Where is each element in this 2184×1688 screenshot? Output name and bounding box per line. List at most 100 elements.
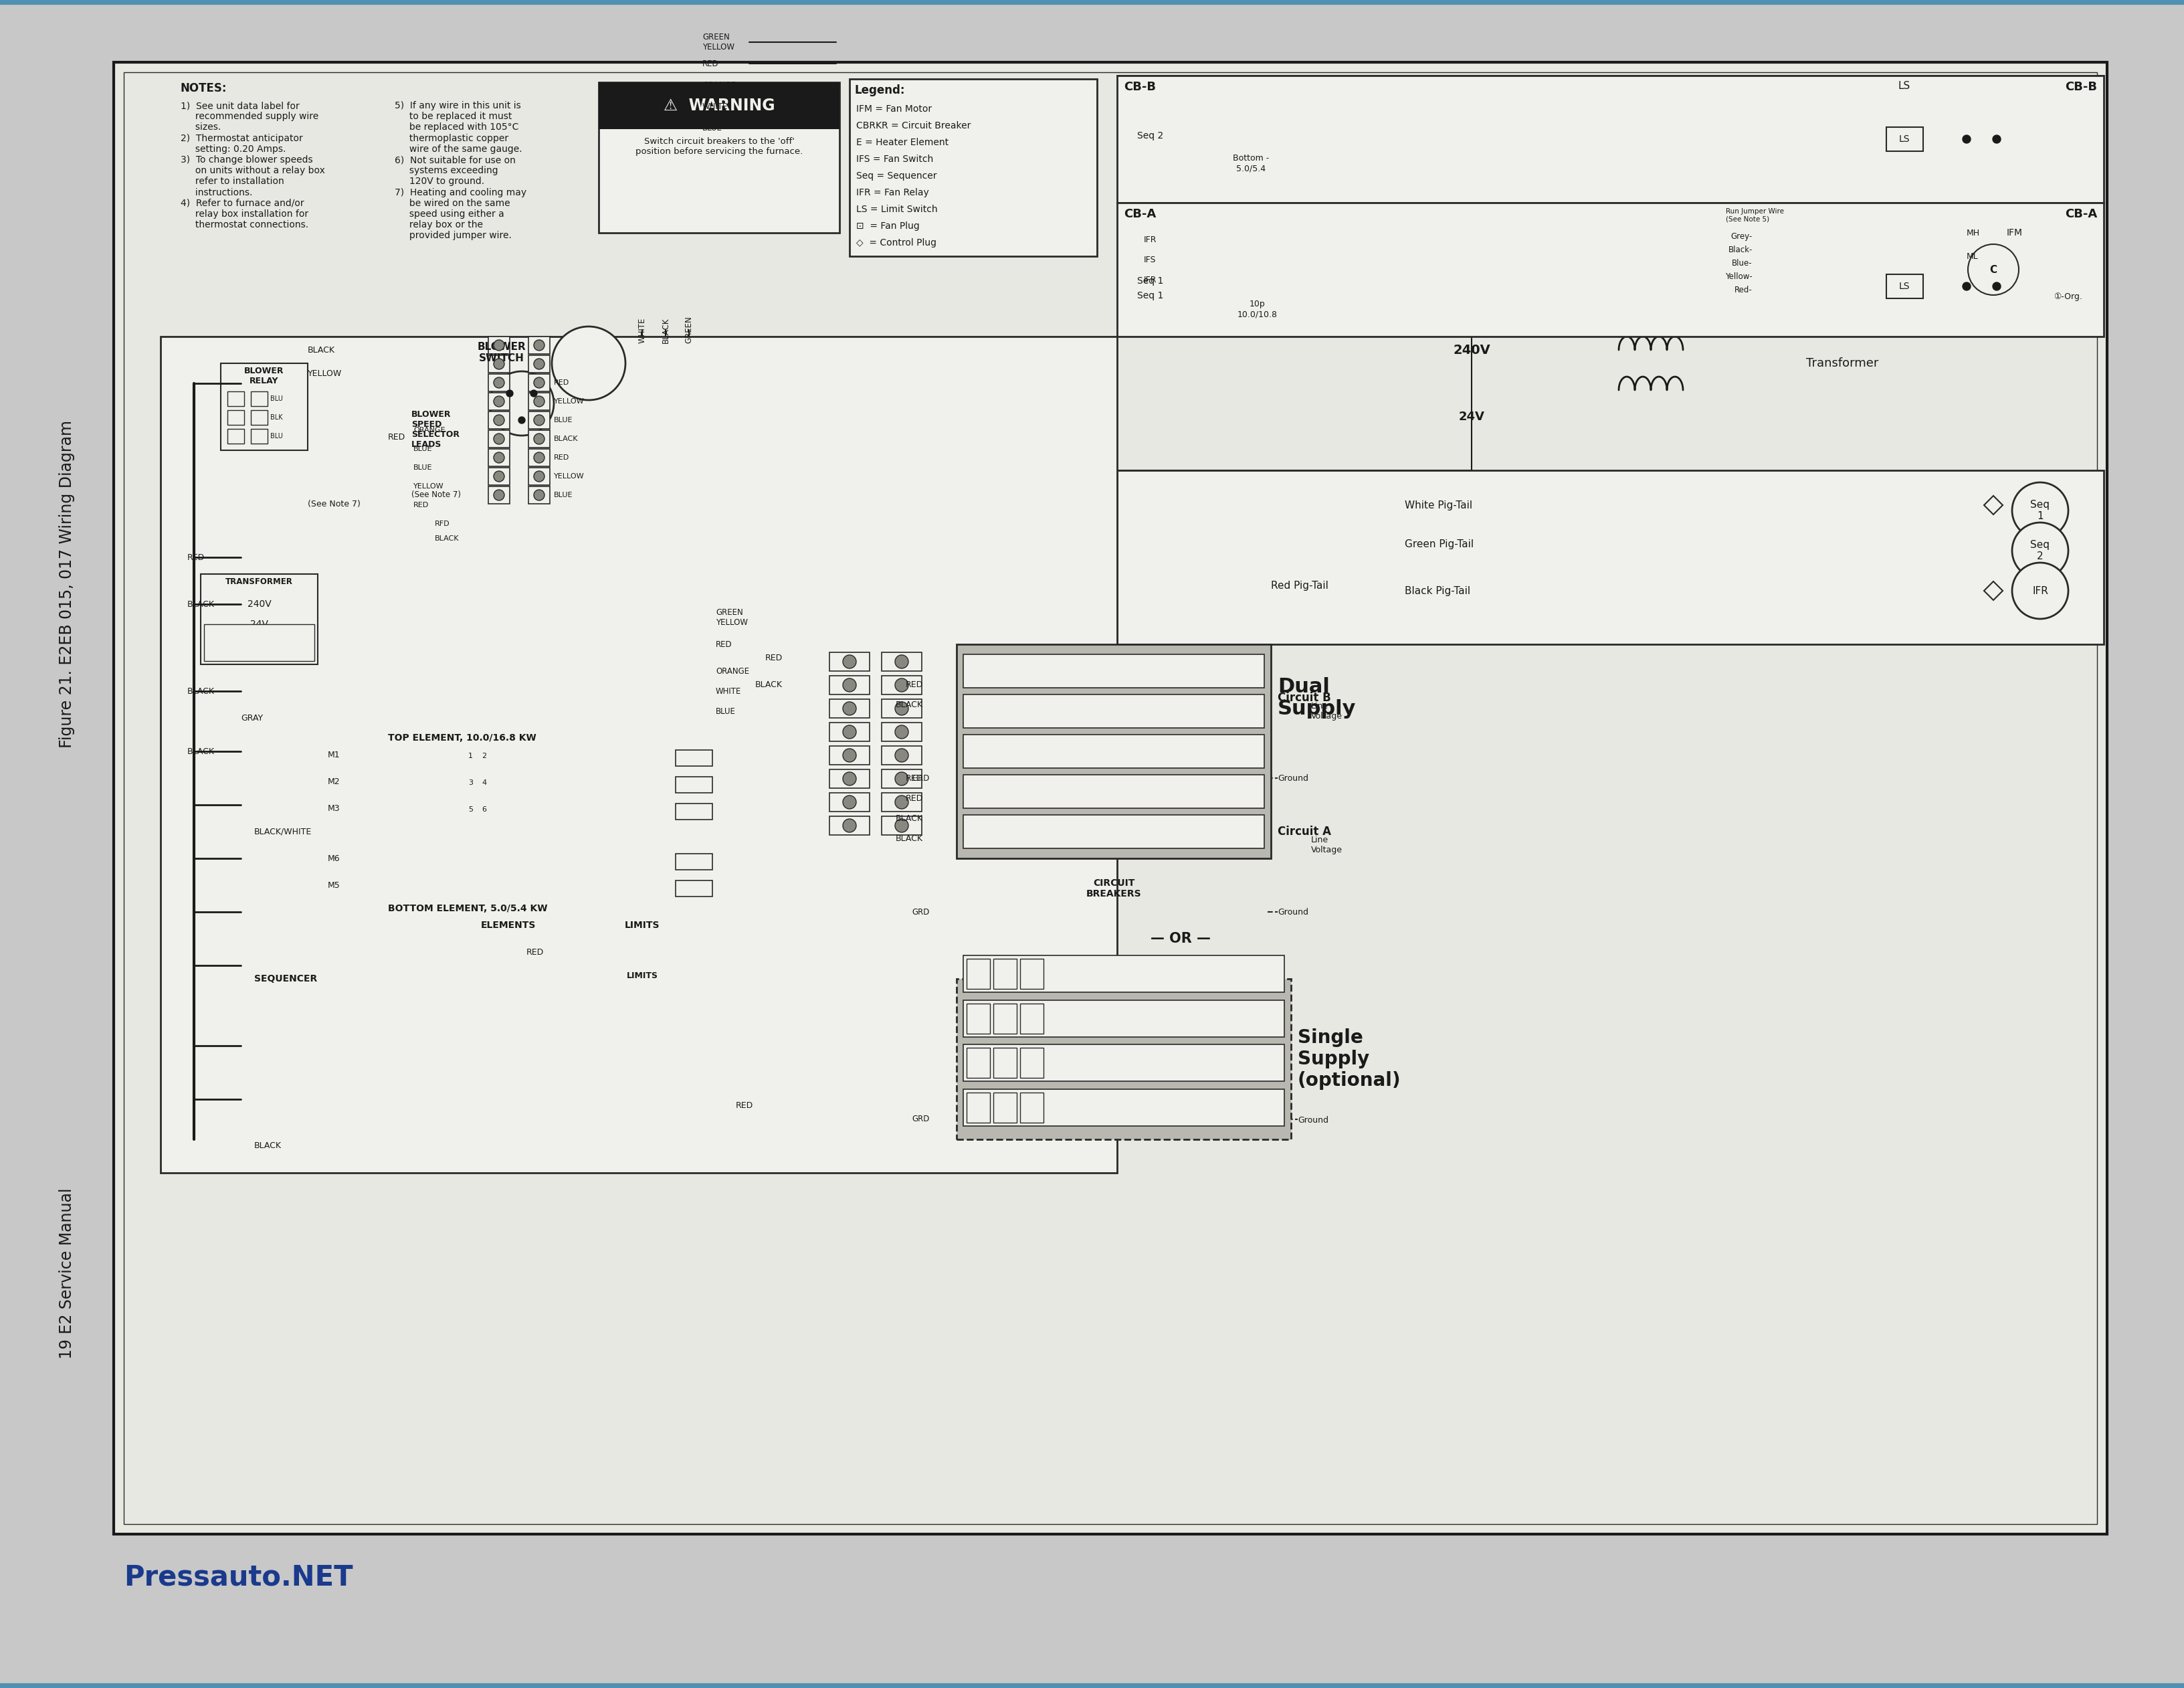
FancyBboxPatch shape — [1116, 76, 2103, 203]
Circle shape — [507, 390, 513, 397]
Text: Legend:: Legend: — [854, 84, 904, 96]
FancyBboxPatch shape — [830, 793, 869, 812]
Text: CB-A: CB-A — [1123, 208, 1155, 219]
Text: BLACK: BLACK — [756, 680, 782, 689]
Text: BLUE: BLUE — [555, 491, 572, 498]
Text: Figure 21. E2EB 015, 017 Wiring Diagram: Figure 21. E2EB 015, 017 Wiring Diagram — [59, 420, 74, 748]
Text: GRD: GRD — [913, 773, 930, 783]
Circle shape — [843, 795, 856, 809]
Text: 6: 6 — [480, 807, 487, 814]
FancyBboxPatch shape — [965, 959, 989, 989]
Text: Red Pig-Tail: Red Pig-Tail — [1271, 581, 1328, 591]
Circle shape — [1961, 282, 1970, 290]
Circle shape — [533, 415, 544, 425]
Text: IFS = Fan Switch: IFS = Fan Switch — [856, 155, 933, 164]
Text: LS: LS — [1898, 135, 1909, 143]
Text: GREEN
YELLOW: GREEN YELLOW — [716, 608, 747, 626]
FancyBboxPatch shape — [994, 1048, 1016, 1079]
Text: GRD: GRD — [913, 908, 930, 917]
Text: LS: LS — [1898, 282, 1909, 290]
FancyBboxPatch shape — [850, 79, 1096, 257]
Text: Black-: Black- — [1728, 245, 1752, 253]
Text: YELLOW: YELLOW — [555, 398, 583, 405]
Text: GREEN: GREEN — [684, 316, 692, 343]
FancyBboxPatch shape — [675, 749, 712, 766]
Text: BLOWER
SWITCH: BLOWER SWITCH — [478, 341, 526, 363]
Circle shape — [843, 679, 856, 692]
Circle shape — [494, 490, 505, 500]
Text: BLUE: BLUE — [413, 446, 432, 452]
FancyBboxPatch shape — [529, 468, 550, 484]
Text: TRANSFORMER: TRANSFORMER — [225, 577, 293, 586]
Text: ELEMENTS: ELEMENTS — [480, 920, 535, 930]
Text: RED: RED — [701, 59, 719, 68]
Text: 240V: 240V — [1452, 344, 1489, 356]
Polygon shape — [1983, 496, 2003, 515]
Text: RED: RED — [413, 501, 428, 508]
Text: Green Pig-Tail: Green Pig-Tail — [1404, 538, 1474, 549]
FancyBboxPatch shape — [227, 410, 245, 425]
Circle shape — [895, 771, 909, 785]
FancyBboxPatch shape — [675, 803, 712, 820]
Text: GRAY: GRAY — [240, 714, 262, 722]
FancyBboxPatch shape — [529, 430, 550, 447]
Text: E = Heater Element: E = Heater Element — [856, 138, 948, 147]
Circle shape — [895, 679, 909, 692]
Text: Run Jumper Wire
(See Note 5): Run Jumper Wire (See Note 5) — [1725, 208, 1784, 223]
Text: RED: RED — [904, 793, 924, 802]
Circle shape — [533, 471, 544, 481]
Text: White Pig-Tail: White Pig-Tail — [1404, 500, 1472, 510]
Text: ORANGE: ORANGE — [701, 81, 736, 89]
Text: Circuit B: Circuit B — [1278, 692, 1330, 704]
Circle shape — [843, 655, 856, 668]
Circle shape — [843, 702, 856, 716]
FancyBboxPatch shape — [963, 815, 1265, 849]
FancyBboxPatch shape — [675, 776, 712, 793]
Text: CB-B: CB-B — [1123, 81, 1155, 93]
FancyBboxPatch shape — [994, 959, 1016, 989]
FancyBboxPatch shape — [529, 354, 550, 373]
Text: 240V: 240V — [247, 599, 271, 609]
Circle shape — [895, 819, 909, 832]
Text: ①-Org.: ①-Org. — [2053, 292, 2081, 300]
FancyBboxPatch shape — [882, 770, 922, 788]
FancyBboxPatch shape — [221, 363, 308, 451]
FancyBboxPatch shape — [1885, 127, 1922, 152]
Text: BLACK: BLACK — [662, 317, 670, 343]
Text: 24V: 24V — [1459, 410, 1485, 422]
Text: Seq 1: Seq 1 — [1138, 290, 1164, 300]
Circle shape — [489, 371, 555, 436]
Text: WHITE: WHITE — [701, 101, 727, 111]
Text: ⊡  = Fan Plug: ⊡ = Fan Plug — [856, 221, 919, 231]
FancyBboxPatch shape — [882, 652, 922, 672]
FancyBboxPatch shape — [830, 675, 869, 694]
FancyBboxPatch shape — [965, 1003, 989, 1033]
FancyBboxPatch shape — [529, 375, 550, 392]
Circle shape — [1968, 245, 2018, 295]
Circle shape — [553, 326, 625, 400]
Text: RED: RED — [389, 432, 406, 441]
Text: YELLOW: YELLOW — [413, 483, 443, 490]
Circle shape — [895, 795, 909, 809]
FancyBboxPatch shape — [830, 770, 869, 788]
Text: SEQUENCER: SEQUENCER — [253, 974, 317, 984]
Text: RED: RED — [904, 773, 924, 783]
Text: MH: MH — [1966, 228, 1979, 238]
Circle shape — [533, 490, 544, 500]
Circle shape — [494, 397, 505, 407]
Circle shape — [2011, 483, 2068, 538]
Circle shape — [518, 417, 524, 424]
FancyBboxPatch shape — [963, 655, 1265, 687]
Text: WHITE: WHITE — [716, 687, 740, 695]
FancyBboxPatch shape — [598, 83, 839, 128]
FancyBboxPatch shape — [882, 817, 922, 836]
Text: Ground: Ground — [1278, 773, 1308, 783]
FancyBboxPatch shape — [1116, 471, 2103, 645]
FancyBboxPatch shape — [529, 336, 550, 354]
FancyBboxPatch shape — [830, 746, 869, 765]
FancyBboxPatch shape — [994, 1092, 1016, 1123]
Text: IFR: IFR — [1144, 235, 1158, 243]
Text: NOTES:: NOTES: — [181, 83, 227, 95]
Text: 1: 1 — [467, 753, 472, 760]
FancyBboxPatch shape — [963, 955, 1284, 993]
